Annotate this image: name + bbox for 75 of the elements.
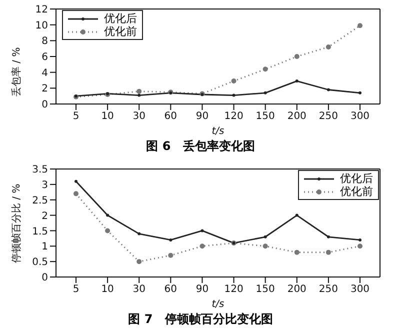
y-tick-label: 6 xyxy=(42,52,48,64)
legend-label: 优化后 xyxy=(340,172,373,185)
point xyxy=(358,23,362,28)
x-axis-title: t/s xyxy=(212,299,224,310)
x-axis-title: t/s xyxy=(212,126,224,137)
x-tick-label: 120 xyxy=(224,284,244,296)
x-tick-label: 60 xyxy=(164,284,178,296)
y-tick-label: 2.5 xyxy=(32,195,48,206)
point xyxy=(138,94,141,97)
y-tick-label: 0 xyxy=(42,100,48,111)
point xyxy=(326,88,330,92)
y-tick-label: 8 xyxy=(42,36,48,48)
y-axis-title: 停顿帧百分比 / % xyxy=(10,184,23,263)
point xyxy=(200,244,205,249)
point xyxy=(169,238,172,242)
y-tick-label: 12 xyxy=(35,4,48,16)
x-tick-label: 30 xyxy=(132,284,146,296)
point xyxy=(138,232,141,236)
text: 图 7 停顿帧百分比变化图 xyxy=(127,311,274,328)
x-tick-label: 30 xyxy=(132,111,146,122)
point xyxy=(294,54,300,59)
point xyxy=(264,235,267,238)
x-tick-label: 60 xyxy=(164,111,178,122)
legend-label: 优化前 xyxy=(104,25,137,38)
point xyxy=(231,78,236,84)
point xyxy=(106,214,110,217)
x-tick-label: 150 xyxy=(256,111,275,122)
point xyxy=(200,229,204,232)
x-tick-label: 150 xyxy=(256,284,275,296)
y-tick-label: 3 xyxy=(42,180,48,191)
point xyxy=(262,66,268,72)
y-tick-label: 1.5 xyxy=(32,226,48,238)
x-tick-label: 5 xyxy=(72,284,80,296)
y-tick-label: 2 xyxy=(42,210,48,222)
point xyxy=(264,91,267,94)
x-tick-label: 10 xyxy=(101,111,114,122)
point xyxy=(105,228,110,234)
point xyxy=(294,250,300,255)
point xyxy=(295,80,298,83)
y-axis-title: 丢包率 / % xyxy=(10,47,23,96)
x-tick-label: 250 xyxy=(318,111,338,122)
point xyxy=(232,94,236,97)
x-tick-label: 200 xyxy=(287,284,306,296)
y-tick-label: 2 xyxy=(42,84,48,95)
point xyxy=(326,44,331,50)
x-tick-label: 200 xyxy=(287,111,306,122)
point xyxy=(326,250,331,255)
y-tick-label: 0 xyxy=(42,272,48,284)
y-tick-label: 1 xyxy=(42,242,48,253)
point xyxy=(74,180,78,183)
point xyxy=(358,244,362,249)
x-tick-label: 90 xyxy=(196,111,209,122)
y-tick-label: 10 xyxy=(35,20,48,32)
y-tick-label: 3.5 xyxy=(32,164,48,176)
x-tick-label: 90 xyxy=(196,284,209,296)
x-tick-label: 250 xyxy=(318,284,338,296)
point xyxy=(358,238,362,242)
point xyxy=(136,259,142,264)
point xyxy=(295,214,298,217)
point xyxy=(168,252,174,258)
x-tick-label: 10 xyxy=(101,284,114,296)
point xyxy=(326,235,330,238)
legend-label: 优化后 xyxy=(104,12,137,25)
legend-label: 优化前 xyxy=(340,185,373,198)
y-tick-label: 0.5 xyxy=(32,257,48,268)
point xyxy=(262,244,268,249)
point xyxy=(74,191,78,196)
y-tick-label: 4 xyxy=(42,68,48,79)
x-tick-label: 300 xyxy=(350,111,370,122)
point xyxy=(136,88,142,94)
x-tick-label: 120 xyxy=(224,111,244,122)
text: 图 6 丢包率变化图 xyxy=(145,138,256,155)
x-tick-label: 300 xyxy=(350,284,370,296)
x-tick-label: 5 xyxy=(72,111,80,122)
point xyxy=(358,91,362,94)
